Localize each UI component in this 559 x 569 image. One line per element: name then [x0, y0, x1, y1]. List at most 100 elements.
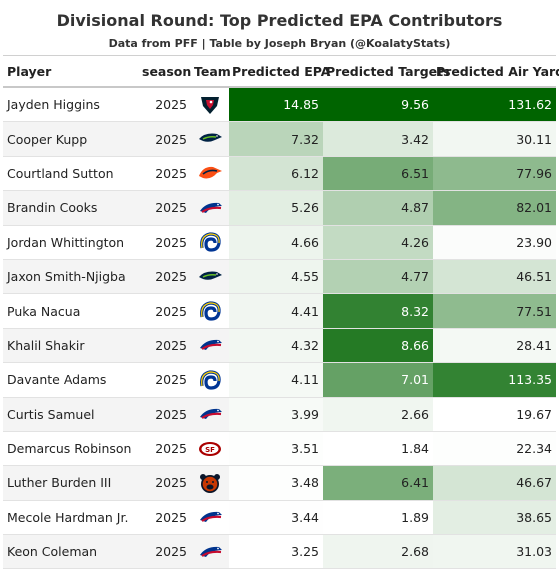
seahawks-logo-icon [191, 266, 229, 288]
predicted-epa-cell: 4.11 [229, 362, 323, 398]
table-row: Mecole Hardman Jr. 2025 3.44 1.89 38.65 [3, 500, 556, 536]
predicted-air-yards-cell: 23.90 [433, 225, 556, 260]
predicted-epa-cell: 4.55 [229, 259, 323, 295]
table-row: Jayden Higgins 2025 14.85 9.56 131.62 [3, 87, 556, 123]
team-cell [191, 121, 229, 157]
table-row: Cooper Kupp 2025 7.32 3.42 30.11 [3, 121, 556, 157]
team-cell [191, 225, 229, 260]
header-predicted-epa: Predicted EPA [229, 55, 330, 88]
predicted-targets-cell: 2.68 [323, 534, 433, 569]
predicted-epa-cell: 3.25 [229, 534, 323, 569]
season-cell: 2025 [139, 190, 191, 226]
rams-logo-icon [191, 231, 229, 253]
team-cell [191, 534, 229, 569]
table-row: Keon Coleman 2025 3.25 2.68 31.03 [3, 534, 556, 569]
season-cell: 2025 [139, 431, 191, 467]
season-cell: 2025 [139, 87, 191, 123]
predicted-targets-cell: 7.01 [323, 362, 433, 398]
predicted-targets-cell: 6.51 [323, 156, 433, 192]
player-cell: Mecole Hardman Jr. [3, 500, 139, 536]
rams-logo-icon [191, 369, 229, 391]
table-row: Brandin Cooks 2025 5.26 4.87 82.01 [3, 190, 556, 226]
player-cell: Luther Burden III [3, 465, 139, 501]
header-predicted-targets: Predicted Targets [323, 55, 451, 88]
bills-logo-icon [191, 334, 229, 356]
header-season: season [139, 55, 191, 88]
predicted-air-yards-cell: 77.51 [433, 293, 556, 329]
predicted-epa-cell: 5.26 [229, 190, 323, 226]
predicted-epa-cell: 4.32 [229, 328, 323, 364]
epa-table: Player season Team Predicted EPA Predict… [3, 55, 559, 569]
season-cell: 2025 [139, 500, 191, 536]
table-row: Luther Burden III 2025 3.48 6.41 46.67 [3, 465, 556, 501]
predicted-targets-cell: 1.84 [323, 431, 433, 467]
predicted-air-yards-cell: 19.67 [433, 397, 556, 432]
table-row: Curtis Samuel 2025 3.99 2.66 19.67 [3, 397, 556, 432]
player-cell: Curtis Samuel [3, 397, 139, 432]
season-cell: 2025 [139, 259, 191, 295]
predicted-targets-cell: 6.41 [323, 465, 433, 501]
predicted-targets-cell: 8.66 [323, 328, 433, 364]
texans-logo-icon [191, 94, 229, 116]
table-row: Jaxon Smith-Njigba 2025 4.55 4.77 46.51 [3, 259, 556, 295]
predicted-air-yards-cell: 77.96 [433, 156, 556, 192]
season-cell: 2025 [139, 293, 191, 329]
team-cell [191, 190, 229, 226]
season-cell: 2025 [139, 397, 191, 432]
predicted-air-yards-cell: 113.35 [433, 362, 556, 398]
team-cell [191, 397, 229, 432]
predicted-epa-cell: 3.51 [229, 431, 323, 467]
table-row: Puka Nacua 2025 4.41 8.32 77.51 [3, 293, 556, 329]
predicted-targets-cell: 8.32 [323, 293, 433, 329]
team-cell [191, 293, 229, 329]
season-cell: 2025 [139, 534, 191, 569]
predicted-epa-cell: 3.48 [229, 465, 323, 501]
team-cell [191, 87, 229, 123]
predicted-targets-cell: 2.66 [323, 397, 433, 432]
predicted-epa-cell: 14.85 [229, 87, 323, 123]
predicted-air-yards-cell: 38.65 [433, 500, 556, 536]
player-cell: Puka Nacua [3, 293, 139, 329]
predicted-air-yards-cell: 131.62 [433, 87, 556, 123]
team-cell [191, 362, 229, 398]
team-cell: SF [191, 431, 229, 467]
svg-text:SF: SF [205, 446, 215, 454]
player-cell: Jordan Whittington [3, 225, 139, 260]
table-row: Khalil Shakir 2025 4.32 8.66 28.41 [3, 328, 556, 364]
player-cell: Demarcus Robinson [3, 431, 139, 467]
table-row: Courtland Sutton 2025 6.12 6.51 77.96 [3, 156, 556, 192]
team-cell [191, 259, 229, 295]
player-cell: Khalil Shakir [3, 328, 139, 364]
predicted-epa-cell: 4.66 [229, 225, 323, 260]
predicted-targets-cell: 4.77 [323, 259, 433, 295]
predicted-targets-cell: 1.89 [323, 500, 433, 536]
player-cell: Davante Adams [3, 362, 139, 398]
table-row: Jordan Whittington 2025 4.66 4.26 23.90 [3, 225, 556, 260]
season-cell: 2025 [139, 225, 191, 260]
chart-title: Divisional Round: Top Predicted EPA Cont… [56, 11, 503, 30]
table-row: Davante Adams 2025 4.11 7.01 113.35 [3, 362, 556, 398]
predicted-epa-cell: 6.12 [229, 156, 323, 192]
predicted-epa-cell: 4.41 [229, 293, 323, 329]
player-cell: Keon Coleman [3, 534, 139, 569]
team-cell [191, 465, 229, 501]
bills-logo-icon [191, 197, 229, 219]
rams-logo-icon [191, 300, 229, 322]
bills-logo-icon [191, 403, 229, 425]
player-cell: Jayden Higgins [3, 87, 139, 123]
predicted-targets-cell: 4.87 [323, 190, 433, 226]
season-cell: 2025 [139, 328, 191, 364]
player-cell: Brandin Cooks [3, 190, 139, 226]
player-cell: Courtland Sutton [3, 156, 139, 192]
header-team: Team [191, 55, 231, 88]
predicted-air-yards-cell: 82.01 [433, 190, 556, 226]
season-cell: 2025 [139, 156, 191, 192]
season-cell: 2025 [139, 362, 191, 398]
predicted-air-yards-cell: 28.41 [433, 328, 556, 364]
bills-logo-icon [191, 506, 229, 528]
team-cell [191, 156, 229, 192]
player-cell: Jaxon Smith-Njigba [3, 259, 139, 295]
predicted-targets-cell: 3.42 [323, 121, 433, 157]
broncos-logo-icon [191, 162, 229, 184]
